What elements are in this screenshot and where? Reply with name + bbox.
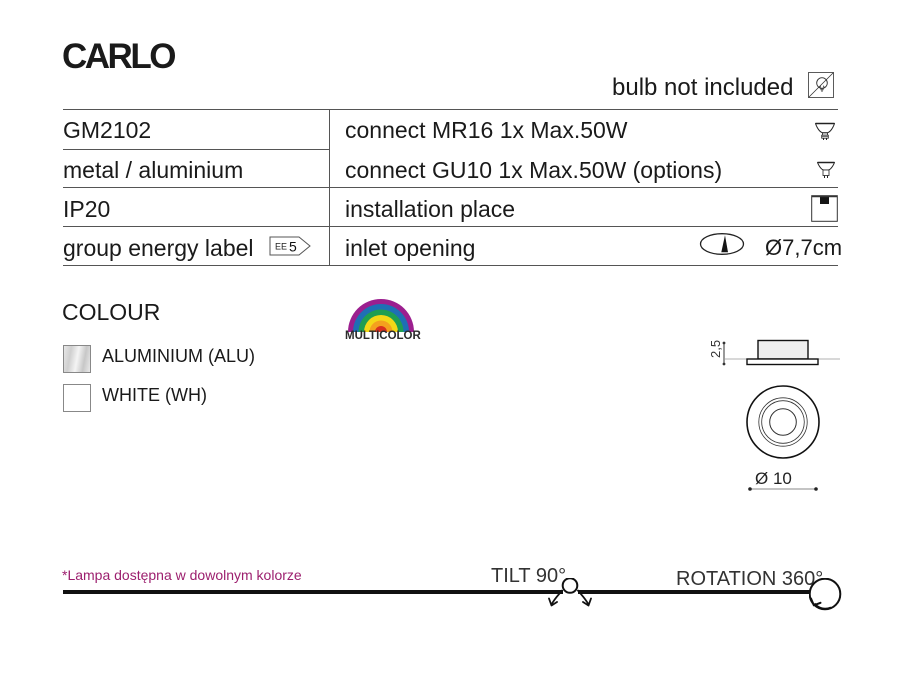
svg-text:5: 5 xyxy=(289,239,297,255)
svg-text:2,5: 2,5 xyxy=(708,340,723,358)
svg-text:EE: EE xyxy=(275,242,287,252)
